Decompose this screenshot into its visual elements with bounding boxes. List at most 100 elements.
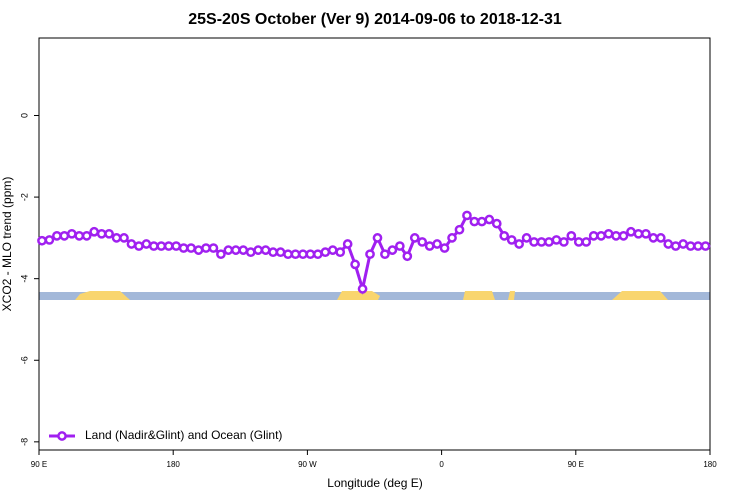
data-point bbox=[335, 247, 346, 258]
data-point bbox=[424, 241, 435, 251]
data-point bbox=[89, 226, 100, 237]
data-point bbox=[409, 233, 420, 243]
y-tick-label: -4 bbox=[19, 275, 29, 283]
data-point bbox=[454, 224, 465, 235]
data-point bbox=[372, 233, 383, 243]
data-point bbox=[290, 249, 301, 260]
land-strip bbox=[463, 291, 495, 300]
data-point bbox=[141, 239, 152, 249]
data-point bbox=[238, 245, 249, 255]
data-point bbox=[357, 284, 368, 294]
data-point bbox=[491, 218, 502, 229]
data-point bbox=[573, 237, 584, 247]
data-point bbox=[648, 233, 659, 243]
data-point bbox=[275, 247, 286, 258]
data-point bbox=[499, 230, 510, 241]
data-point bbox=[439, 243, 450, 253]
data-point bbox=[693, 241, 703, 251]
data-point bbox=[193, 245, 204, 255]
data-point bbox=[171, 241, 182, 251]
land-strip bbox=[612, 291, 668, 300]
data-point bbox=[342, 239, 353, 249]
data-point bbox=[104, 228, 114, 239]
data-point bbox=[588, 230, 599, 241]
data-point bbox=[663, 239, 674, 249]
data-point bbox=[521, 233, 532, 243]
data-point bbox=[230, 245, 241, 255]
data-point bbox=[178, 243, 189, 253]
data-point bbox=[126, 239, 137, 249]
data-point bbox=[350, 259, 360, 270]
data-point bbox=[216, 249, 226, 260]
data-point bbox=[477, 216, 487, 227]
data-point bbox=[37, 235, 47, 246]
x-tick-label: 90 W bbox=[298, 460, 317, 469]
data-point bbox=[312, 249, 323, 260]
data-point bbox=[603, 228, 614, 239]
data-point bbox=[81, 230, 92, 241]
data-point bbox=[260, 245, 271, 255]
data-point bbox=[529, 237, 539, 247]
data-point bbox=[148, 241, 159, 251]
data-point bbox=[305, 249, 316, 260]
data-point bbox=[432, 239, 442, 249]
x-tick-label: 90 E bbox=[568, 460, 584, 469]
data-point bbox=[544, 237, 554, 247]
chart-title: 25S-20S October (Ver 9) 2014-09-06 to 20… bbox=[188, 11, 562, 28]
data-point bbox=[685, 241, 696, 251]
data-point bbox=[163, 241, 174, 251]
data-point bbox=[417, 237, 428, 247]
land-ocean-strip bbox=[39, 291, 710, 300]
data-point bbox=[596, 230, 606, 241]
data-point bbox=[208, 243, 219, 253]
land-strip bbox=[337, 291, 380, 300]
data-point bbox=[245, 247, 256, 258]
data-point bbox=[566, 230, 577, 241]
x-tick-label: 180 bbox=[703, 460, 717, 469]
y-tick-label: -6 bbox=[19, 356, 29, 364]
data-point bbox=[559, 237, 569, 247]
data-point bbox=[611, 230, 621, 241]
legend-label: Land (Nadir&Glint) and Ocean (Glint) bbox=[85, 428, 282, 442]
data-point bbox=[380, 249, 390, 260]
y-tick-label: 0 bbox=[19, 113, 29, 118]
data-point bbox=[447, 233, 457, 243]
x-axis-label: Longitude (deg E) bbox=[327, 476, 422, 490]
data-point bbox=[268, 247, 278, 258]
data-point bbox=[469, 216, 480, 227]
data-point bbox=[111, 233, 122, 243]
data-point bbox=[462, 210, 472, 221]
data-point bbox=[626, 226, 636, 237]
data-point bbox=[186, 243, 196, 253]
data-point bbox=[320, 247, 331, 258]
data-point bbox=[655, 233, 666, 243]
data-point bbox=[201, 243, 211, 253]
data-point bbox=[44, 235, 55, 245]
data-point bbox=[74, 230, 85, 241]
data-point bbox=[156, 241, 167, 251]
y-axis-label: XCO2 - MLO trend (ppm) bbox=[0, 177, 14, 312]
data-point bbox=[484, 214, 495, 225]
x-tick-label: 90 E bbox=[31, 460, 47, 469]
data-point bbox=[506, 235, 517, 245]
data-point bbox=[298, 249, 308, 260]
data-point bbox=[618, 230, 629, 241]
data-point bbox=[581, 237, 592, 247]
data-point bbox=[402, 251, 413, 262]
data-point bbox=[387, 245, 398, 255]
data-point bbox=[551, 235, 562, 245]
data-point bbox=[641, 228, 651, 239]
data-point bbox=[670, 241, 681, 251]
data-point bbox=[96, 228, 107, 239]
x-tick-label: 180 bbox=[167, 460, 181, 469]
legend-marker bbox=[57, 431, 67, 441]
x-tick-label: 0 bbox=[439, 460, 444, 469]
y-tick-label: -2 bbox=[19, 193, 29, 201]
data-point bbox=[134, 241, 144, 251]
data-point bbox=[365, 249, 375, 260]
y-tick-label: -8 bbox=[19, 438, 29, 446]
data-point bbox=[678, 239, 689, 249]
data-point bbox=[283, 249, 293, 260]
data-point bbox=[536, 237, 547, 247]
